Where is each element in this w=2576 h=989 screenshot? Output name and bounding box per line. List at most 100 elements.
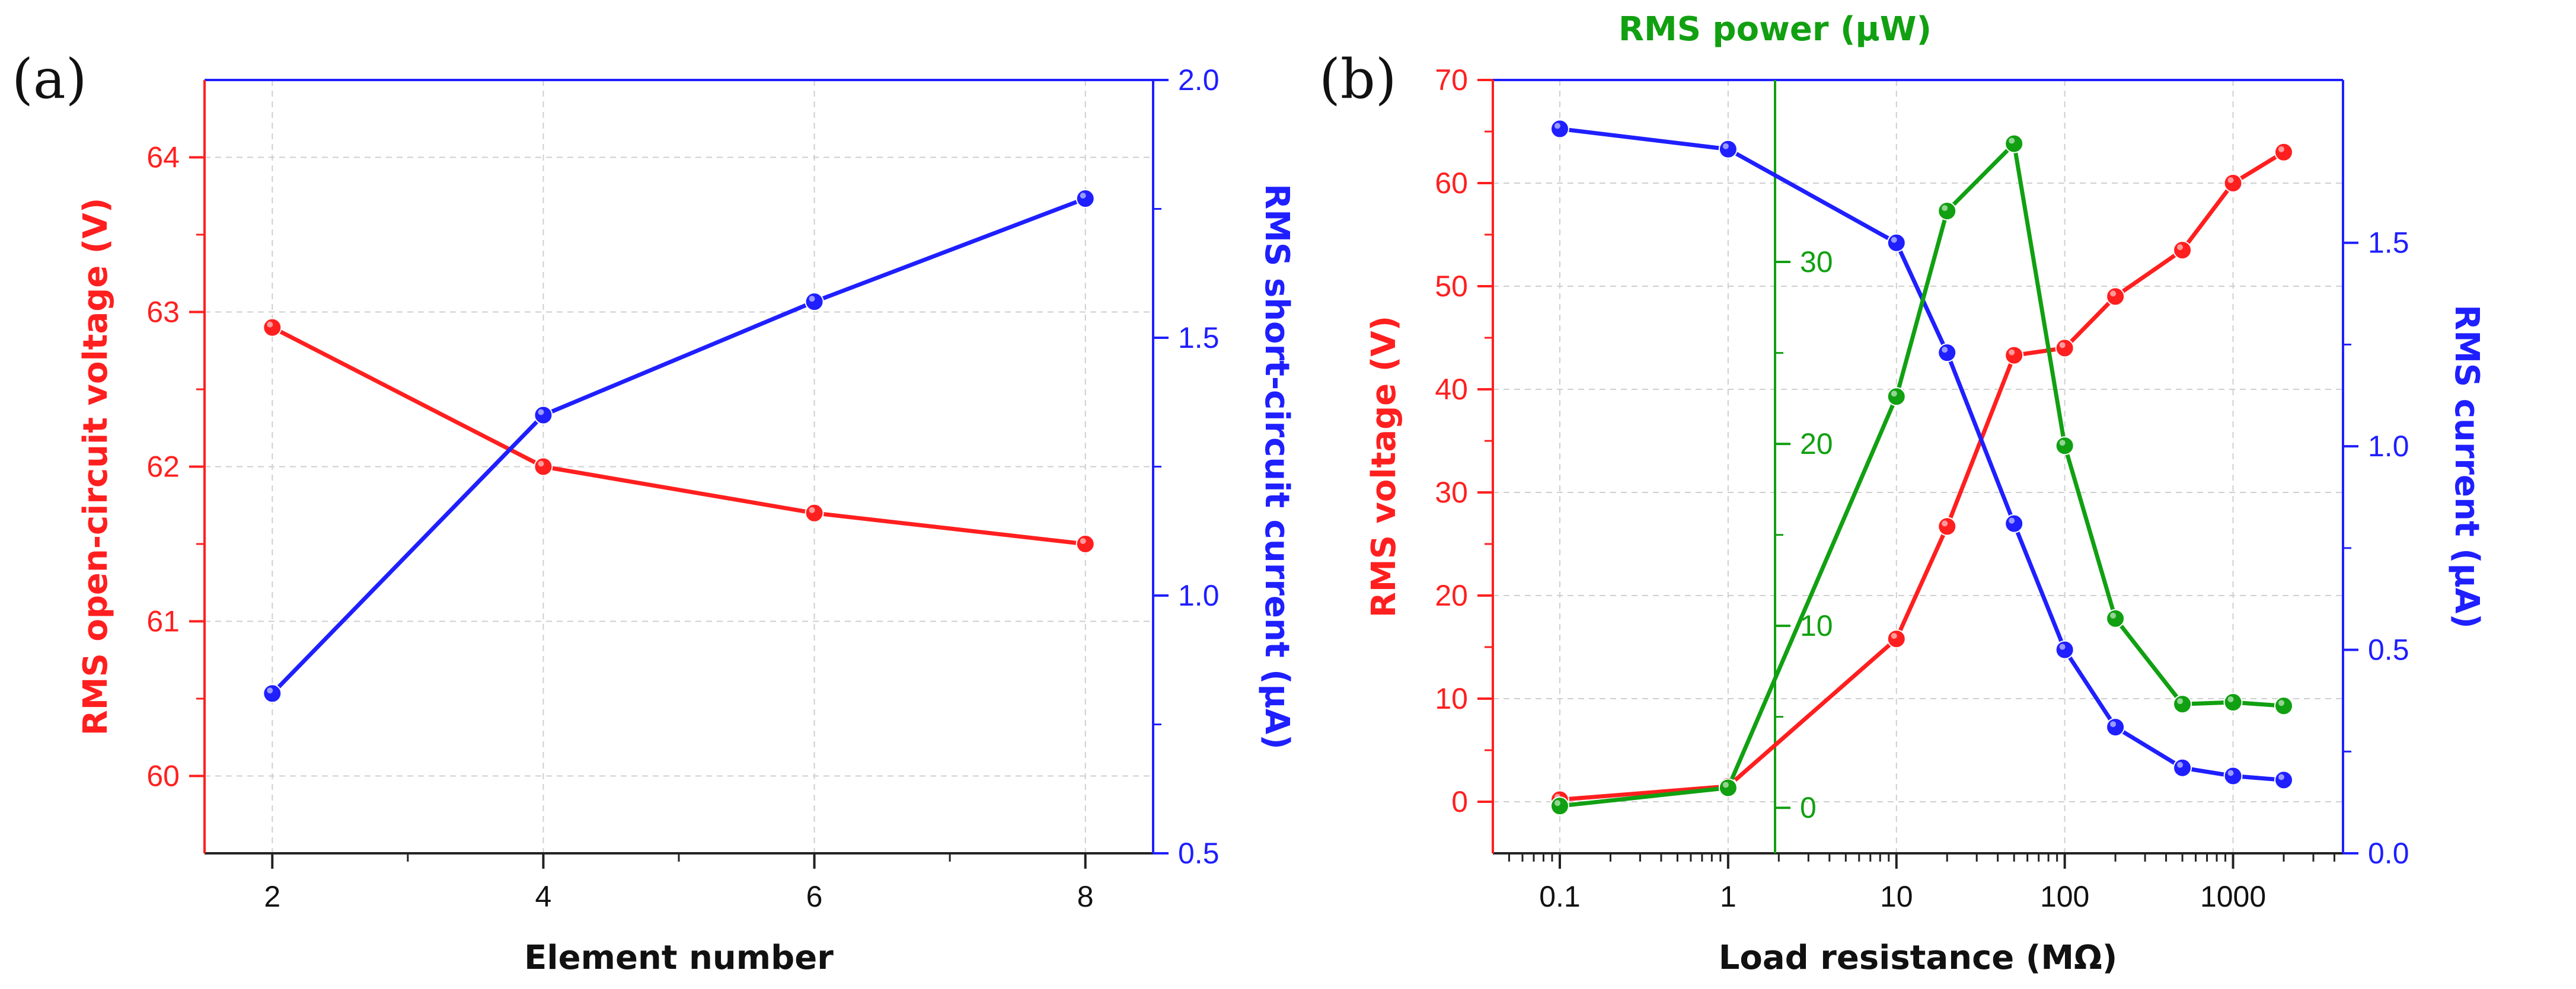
data-point xyxy=(2274,770,2294,790)
data-point xyxy=(534,457,553,476)
data-point xyxy=(2004,345,2024,365)
data-point xyxy=(805,292,824,312)
data-point-highlight xyxy=(1942,205,1948,212)
x-tick-label: 1000 xyxy=(2200,880,2266,913)
data-point-highlight xyxy=(1891,391,1897,397)
data-point-highlight xyxy=(1080,538,1086,544)
data-point xyxy=(2274,696,2294,716)
data-point xyxy=(2106,287,2125,306)
data-point-highlight xyxy=(2009,349,2015,356)
data-point xyxy=(2004,134,2024,153)
x-axis-title: Element number xyxy=(524,939,834,977)
data-point xyxy=(263,318,282,337)
series-line xyxy=(271,325,1086,546)
data-point-highlight xyxy=(2177,761,2184,768)
series-line xyxy=(1559,150,2285,802)
panel-label: (a) xyxy=(12,47,87,111)
y-tick-label: 62 xyxy=(146,450,180,484)
data-point-highlight xyxy=(2227,770,2234,776)
x-tick-label: 2 xyxy=(264,880,280,913)
gridlines xyxy=(205,80,1153,853)
y-tick-label: 20 xyxy=(1435,579,1468,612)
x-tick-labels: 0.1 1 10 100 1000 xyxy=(1539,880,2266,913)
y-tick-label: 60 xyxy=(1435,167,1468,200)
data-point xyxy=(2173,694,2192,714)
x-tick-label: 4 xyxy=(535,880,552,913)
y-tick-label: 2.0 xyxy=(1178,63,1220,97)
data-point xyxy=(2223,174,2243,193)
data-point xyxy=(1937,517,1957,536)
x-tick-label: 100 xyxy=(2040,880,2089,913)
data-point xyxy=(1075,189,1095,209)
y-tick-label: 50 xyxy=(1435,270,1468,303)
y-tick-label: 64 xyxy=(146,141,180,174)
data-point-highlight xyxy=(1942,520,1948,527)
x-tick-label: 1 xyxy=(1720,880,1737,913)
x-axis-title: Load resistance (MΩ) xyxy=(1719,939,2118,977)
data-point-highlight xyxy=(1722,782,1729,788)
y-tick-label: 63 xyxy=(146,296,180,329)
data-point xyxy=(1937,343,1957,363)
y-tick-label: 1.5 xyxy=(2368,226,2409,260)
x-tick-label: 0.1 xyxy=(1539,880,1581,913)
series-line xyxy=(1559,126,2284,782)
data-point xyxy=(1886,629,1906,649)
series-left-0 xyxy=(263,318,1095,553)
data-point-highlight xyxy=(1722,143,1729,149)
data-point-highlight xyxy=(2278,774,2285,780)
right-y-axis: 0.0 0.5 1.0 1.5 RMS current (μA) xyxy=(2342,80,2486,870)
data-point xyxy=(2223,766,2243,786)
y-tick-label: 40 xyxy=(1435,373,1468,406)
data-point xyxy=(1550,119,1569,139)
data-point xyxy=(2004,514,2024,533)
data-point-highlight xyxy=(267,321,273,328)
y-tick-label: 1.0 xyxy=(1178,579,1220,612)
y-tick-label: 10 xyxy=(1800,609,1833,642)
data-point-highlight xyxy=(2059,644,2066,650)
data-point xyxy=(1886,233,1906,252)
data-point-highlight xyxy=(267,687,273,694)
data-point-highlight xyxy=(2009,517,2015,524)
data-point-highlight xyxy=(538,460,544,467)
y-axis-title: RMS power (μW) xyxy=(1619,10,1932,49)
y-tick-label: 0 xyxy=(1800,791,1817,824)
series-right-1 xyxy=(263,189,1095,703)
data-point xyxy=(2106,609,2125,628)
gridlines xyxy=(1493,79,2343,853)
y-axis-title: RMS voltage (V) xyxy=(1365,316,1403,618)
y-tick-label: 20 xyxy=(1800,427,1833,460)
data-point xyxy=(1937,201,1957,221)
series-line xyxy=(270,196,1086,695)
x-tick-label: 10 xyxy=(1880,880,1913,913)
data-point xyxy=(2173,241,2192,260)
data-point-highlight xyxy=(1891,236,1897,243)
y-tick-label: 0.5 xyxy=(2368,633,2409,667)
series-right-1 xyxy=(1550,119,2294,790)
panel-label: (b) xyxy=(1319,47,1397,111)
y-tick-label: 30 xyxy=(1435,476,1468,509)
chart-panel-a: (a) 2 4 6 8 Element number 60 61 62 63 64 RMS open-… xyxy=(12,47,1296,977)
data-point xyxy=(2055,338,2074,358)
data-point xyxy=(1550,796,1569,816)
data-point-highlight xyxy=(2278,700,2285,706)
y-axis-title: RMS short-circuit current (μA) xyxy=(1257,184,1296,750)
y-axis-title: RMS current (μA) xyxy=(2447,305,2486,629)
data-point-highlight xyxy=(809,507,815,513)
y-axis-title: RMS open-circuit voltage (V) xyxy=(76,198,115,736)
y-tick-label: 0 xyxy=(1451,785,1468,818)
data-point-highlight xyxy=(538,409,544,415)
data-point-highlight xyxy=(2227,696,2234,703)
data-point xyxy=(1886,387,1906,407)
data-point-highlight xyxy=(2009,137,2015,144)
data-point-highlight xyxy=(2227,177,2234,183)
inner-y-axis: 0 10 20 30 RMS power (μW) xyxy=(1619,10,1932,853)
data-point-highlight xyxy=(1080,193,1086,199)
y-tick-label: 1.5 xyxy=(1178,321,1220,354)
left-y-axis: 60 61 62 63 64 RMS open-circuit voltage (V) xyxy=(76,80,206,853)
y-tick-label: 1.0 xyxy=(2368,430,2409,463)
data-point xyxy=(2274,142,2294,162)
data-point xyxy=(2106,718,2125,737)
y-tick-label: 60 xyxy=(146,760,180,793)
data-point xyxy=(2055,436,2074,456)
